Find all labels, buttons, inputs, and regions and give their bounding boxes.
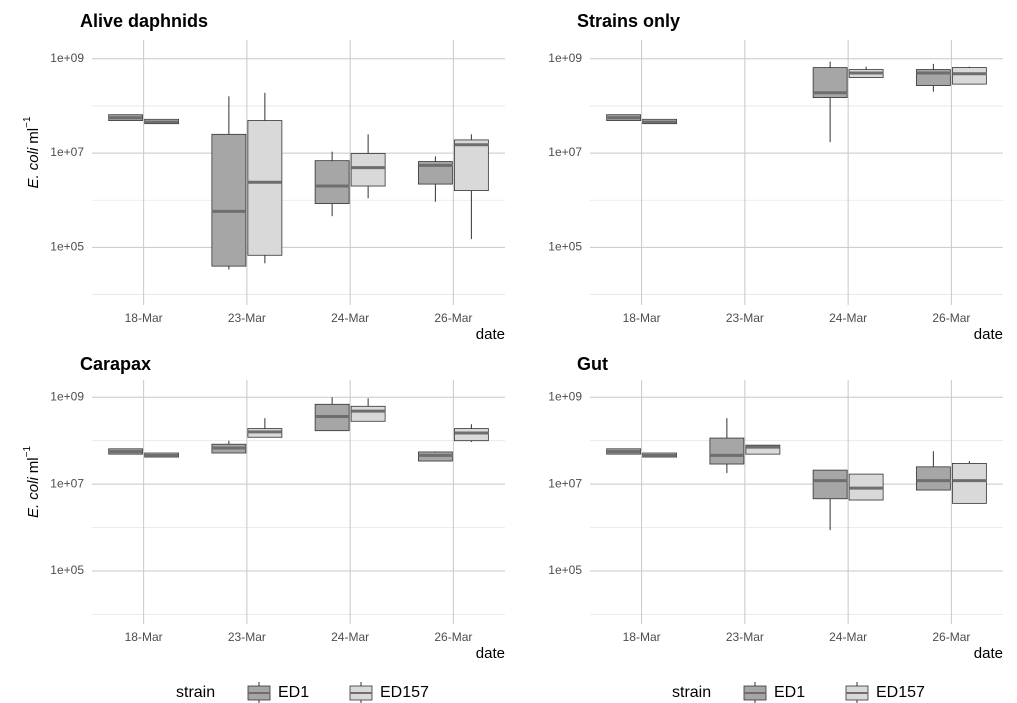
y-tick-label: 1e+09 [548, 51, 582, 65]
y-tick-label: 1e+07 [548, 476, 582, 490]
x-axis-title: date [974, 326, 1003, 343]
box [211, 133, 247, 267]
x-tick-label: 18-Mar [623, 630, 661, 644]
legend-label: ED157 [876, 684, 925, 701]
x-tick-label: 18-Mar [623, 311, 661, 325]
x-tick-label: 24-Mar [331, 311, 369, 325]
x-axis-title: date [476, 326, 505, 343]
y-axis-title-unit: ml [25, 457, 42, 473]
x-tick-label: 26-Mar [434, 311, 472, 325]
x-tick-label: 26-Mar [932, 630, 970, 644]
box [453, 428, 489, 442]
legend-label: ED1 [774, 684, 805, 701]
y-axis-title-exp: −1 [22, 446, 33, 458]
panel-title: Carapax [80, 354, 151, 374]
y-tick-label: 1e+05 [50, 240, 84, 254]
x-tick-label: 26-Mar [932, 311, 970, 325]
y-axis-title: E. coli ml−1 [22, 116, 42, 189]
x-tick-label: 26-Mar [434, 630, 472, 644]
x-axis-title: date [476, 645, 505, 662]
x-tick-label: 23-Mar [726, 311, 764, 325]
box [915, 466, 951, 491]
x-tick-label: 18-Mar [125, 630, 163, 644]
panel-title: Alive daphnids [80, 11, 208, 31]
y-tick-label: 1e+05 [548, 563, 582, 577]
y-tick-label: 1e+09 [50, 51, 84, 65]
box [247, 120, 283, 256]
box [417, 161, 453, 185]
y-axis-title-name: E. coli [25, 147, 42, 189]
x-axis-title: date [974, 645, 1003, 662]
box [745, 444, 781, 455]
x-tick-label: 18-Mar [125, 311, 163, 325]
legend-label: ED1 [278, 684, 309, 701]
y-tick-label: 1e+07 [50, 145, 84, 159]
x-tick-label: 23-Mar [228, 311, 266, 325]
box [709, 437, 745, 465]
x-tick-label: 23-Mar [726, 630, 764, 644]
x-tick-label: 24-Mar [331, 630, 369, 644]
box [350, 405, 386, 422]
box [314, 160, 350, 204]
box [812, 469, 848, 500]
y-tick-label: 1e+05 [50, 563, 84, 577]
box [951, 462, 987, 504]
y-tick-label: 1e+07 [548, 145, 582, 159]
legend-label: ED157 [380, 684, 429, 701]
y-axis-title-name: E. coli [25, 477, 42, 519]
x-tick-label: 24-Mar [829, 630, 867, 644]
legend-title: strain [672, 684, 711, 701]
legend-title: strain [176, 684, 215, 701]
y-axis-title-unit: ml [25, 128, 42, 144]
y-tick-label: 1e+09 [548, 389, 582, 403]
y-tick-label: 1e+09 [50, 389, 84, 403]
y-axis-title-exp: −1 [22, 116, 33, 128]
box [951, 67, 987, 85]
panel-title: Strains only [577, 11, 680, 31]
y-axis-title: E. coli ml−1 [22, 446, 42, 519]
panel-title: Gut [577, 354, 608, 374]
x-tick-label: 24-Mar [829, 311, 867, 325]
y-tick-label: 1e+05 [548, 240, 582, 254]
y-tick-label: 1e+07 [50, 476, 84, 490]
x-tick-label: 23-Mar [228, 630, 266, 644]
box [350, 153, 386, 187]
box [453, 139, 489, 192]
